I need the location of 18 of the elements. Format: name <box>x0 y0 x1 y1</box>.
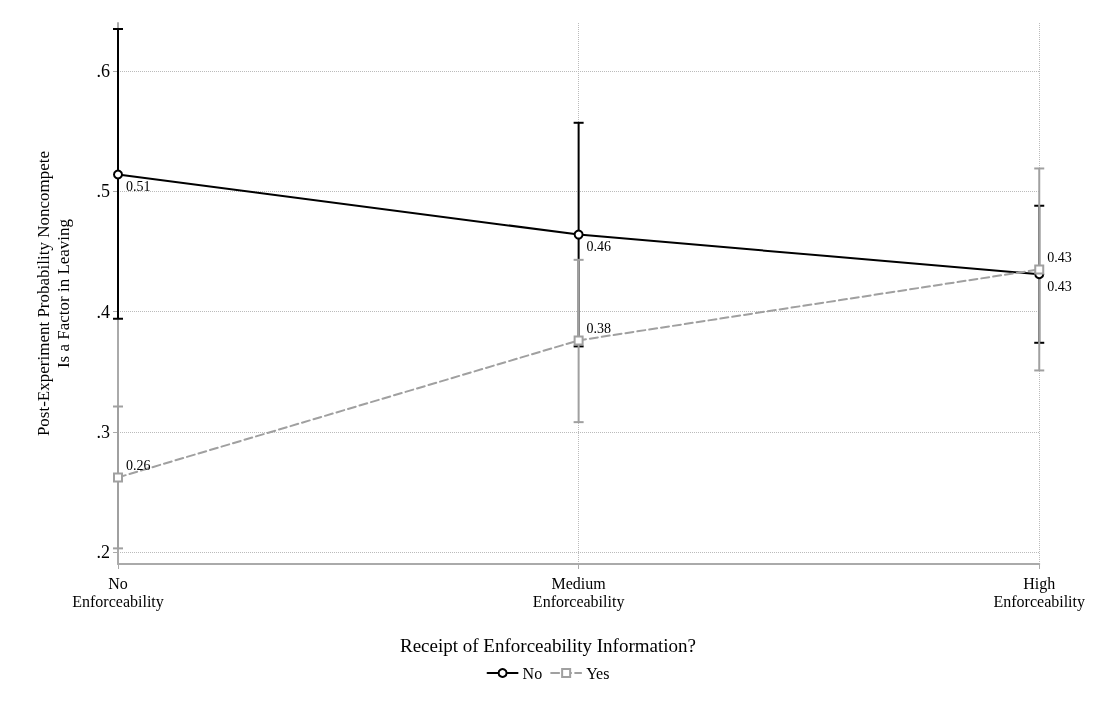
y-tick-label: .2 <box>96 541 110 562</box>
legend-title: Receipt of Enforceability Information? <box>400 635 696 656</box>
y-tick-label: .4 <box>96 301 110 322</box>
data-label: 0.43 <box>1047 249 1072 265</box>
data-label: 0.51 <box>126 178 151 194</box>
x-tick-label: Medium Enforceability <box>532 574 625 611</box>
y-tick-label: .3 <box>96 421 110 442</box>
x-tick-label: No Enforceability <box>72 574 164 611</box>
y-axis-title: Post-Experiment Probability Noncompete Is a Factor in Leaving <box>33 150 73 437</box>
legend-label: No <box>522 664 543 682</box>
y-tick-label: .5 <box>96 181 110 202</box>
data-label: 0.46 <box>586 239 612 255</box>
data-label: 0.38 <box>586 320 612 336</box>
data-label: 0.26 <box>126 457 151 473</box>
data-label: 0.43 <box>1047 278 1072 294</box>
x-tick-label: High Enforceability <box>993 574 1085 611</box>
y-tick-label: .6 <box>96 61 110 82</box>
legend-label: Yes <box>586 664 610 682</box>
